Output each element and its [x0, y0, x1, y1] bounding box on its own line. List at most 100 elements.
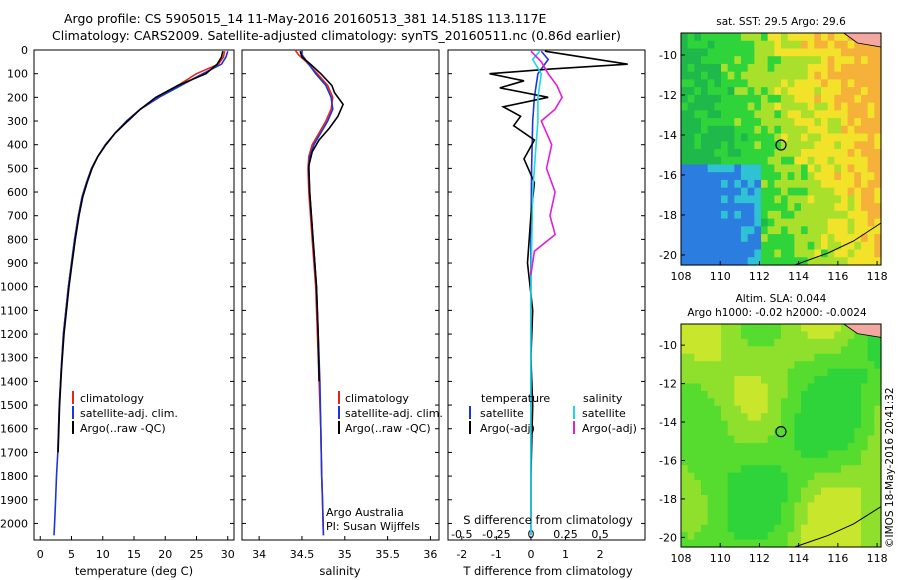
- map-cell: [847, 94, 855, 104]
- map-cell: [761, 141, 769, 150]
- map-cell: [774, 509, 782, 518]
- map-cell: [867, 457, 875, 466]
- map-cell: [681, 524, 689, 533]
- difference-panel: [447, 49, 646, 541]
- map-cell: [741, 398, 749, 407]
- map-cell: [721, 40, 729, 50]
- map-cell: [721, 376, 729, 385]
- map-cell: [721, 218, 729, 227]
- map-cell: [774, 331, 782, 340]
- map-cell: [714, 450, 722, 459]
- map-cell: [821, 450, 829, 459]
- map-cell: [761, 465, 769, 474]
- map-cell: [681, 502, 689, 511]
- map-cell: [734, 450, 742, 459]
- map-cell: [721, 509, 729, 518]
- map-cell: [767, 353, 775, 362]
- map-cell: [721, 420, 729, 429]
- map-cell: [761, 442, 769, 451]
- map-cell: [827, 338, 835, 347]
- map-cell: [734, 33, 742, 42]
- map-cell: [754, 353, 762, 362]
- lat-tick-label: -16: [659, 169, 677, 182]
- map-cell: [721, 398, 729, 407]
- map-cell: [721, 346, 729, 355]
- map-cell: [767, 502, 775, 511]
- map-cell: [827, 56, 835, 65]
- map-cell: [734, 368, 742, 377]
- map-cell: [774, 218, 782, 227]
- map-cell: [754, 118, 762, 127]
- map-cell: [841, 509, 849, 518]
- map-cell: [721, 118, 729, 127]
- map-cell: [827, 390, 835, 399]
- map-cell: [681, 33, 689, 42]
- map-cell: [741, 450, 749, 459]
- map-cell: [794, 71, 802, 80]
- map-cell: [687, 353, 695, 362]
- map-cell: [874, 48, 882, 57]
- map-cell: [754, 226, 762, 235]
- map-cell: [754, 524, 762, 533]
- map-cell: [734, 257, 742, 266]
- map-cell: [741, 331, 749, 340]
- lat-tick-label: -12: [659, 378, 677, 391]
- map-cell: [741, 79, 749, 88]
- map-cell: [861, 141, 869, 150]
- map-cell: [701, 465, 709, 474]
- map-cell: [821, 133, 829, 142]
- map-cell: [787, 210, 795, 220]
- map-cell: [787, 457, 795, 466]
- map-cell: [874, 472, 882, 481]
- map-cell: [721, 133, 729, 142]
- map-cell: [687, 102, 695, 111]
- map-cell: [721, 164, 729, 173]
- map-cell: [727, 94, 735, 104]
- map-cell: [854, 494, 862, 503]
- map-cell: [867, 435, 875, 444]
- map-cell: [874, 532, 882, 541]
- map-cell: [814, 63, 822, 73]
- map-cell: [794, 420, 802, 429]
- map-cell: [687, 376, 695, 385]
- map-cell: [774, 465, 782, 474]
- map-cell: [694, 241, 702, 251]
- map-cell: [787, 56, 795, 65]
- map-cell: [821, 539, 829, 548]
- map-cell: [734, 56, 742, 65]
- map-cell: [694, 472, 702, 481]
- map-cell: [741, 133, 749, 142]
- map-cell: [714, 413, 722, 422]
- map-cell: [747, 428, 755, 437]
- map-cell: [727, 383, 735, 392]
- temperature-legend: climatology satellite-adj. clim. Argo(..…: [72, 391, 178, 435]
- map-cell: [754, 405, 762, 414]
- map-cell: [861, 234, 869, 243]
- map-cell: [767, 33, 775, 42]
- map-cell: [781, 494, 789, 503]
- map-cell: [787, 63, 795, 73]
- map-cell: [721, 383, 729, 392]
- map-cell: [767, 390, 775, 399]
- map-cell: [847, 539, 855, 548]
- map-cell: [707, 480, 715, 489]
- map-cell: [874, 195, 882, 204]
- map-cell: [681, 125, 689, 135]
- map-cell: [787, 361, 795, 370]
- map-cell: [807, 210, 815, 220]
- map-cell: [694, 532, 702, 541]
- map-cell: [767, 48, 775, 57]
- map-cell: [867, 79, 875, 88]
- map-cell: [687, 164, 695, 173]
- map-cell: [847, 210, 855, 220]
- map-cell: [714, 517, 722, 526]
- map-cell: [707, 79, 715, 88]
- map-cell: [761, 94, 769, 104]
- map-cell: [867, 56, 875, 65]
- map-cell: [807, 457, 815, 466]
- salinity-xlabel: salinity: [319, 564, 360, 578]
- map-cell: [794, 442, 802, 451]
- map-cell: [714, 110, 722, 119]
- map-cell: [794, 539, 802, 548]
- map-cell: [814, 133, 822, 142]
